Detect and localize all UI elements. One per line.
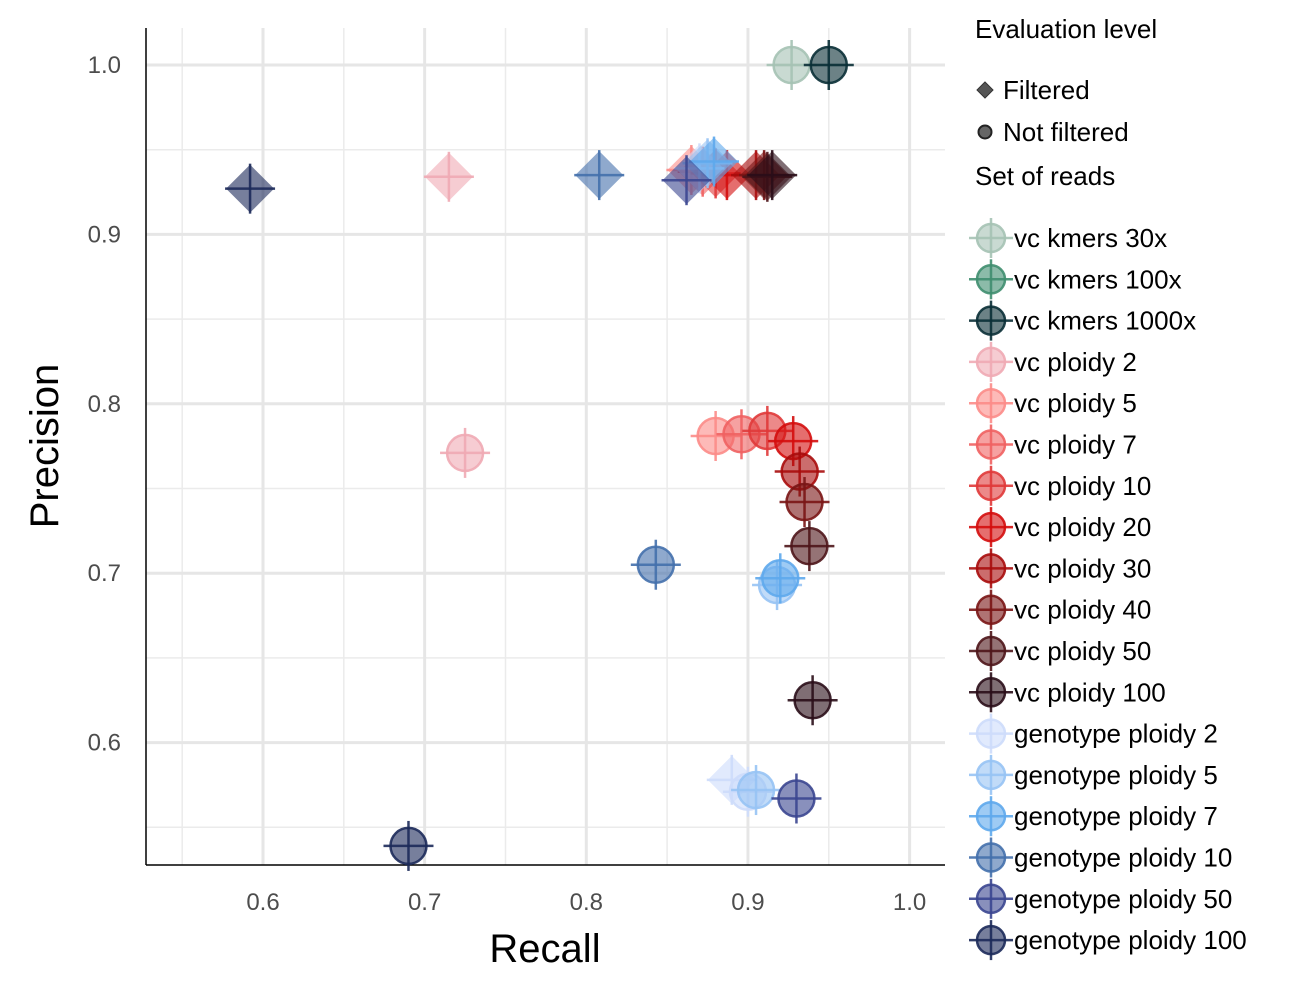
x-tick-label: 0.7 bbox=[408, 889, 441, 916]
data-point bbox=[423, 151, 474, 202]
legend-label-series: vc kmers 30x bbox=[1014, 223, 1167, 253]
legend-label-series: vc ploidy 30 bbox=[1014, 553, 1151, 583]
y-tick-label: 1.0 bbox=[88, 52, 121, 79]
x-tick-label: 0.8 bbox=[570, 889, 603, 916]
legend-circle-icon bbox=[977, 124, 993, 140]
y-tick-label: 0.9 bbox=[88, 221, 121, 248]
axes bbox=[145, 28, 945, 866]
data-point bbox=[755, 553, 806, 604]
legend-label-series: vc ploidy 100 bbox=[1014, 677, 1166, 707]
legend-label-series: vc ploidy 10 bbox=[1014, 471, 1151, 501]
legend-label-shape: Filtered bbox=[1003, 75, 1090, 105]
legend-label-series: vc kmers 1000x bbox=[1014, 306, 1196, 336]
legend-diamond-icon bbox=[976, 81, 994, 99]
legend: Evaluation level Set of reads Filtered No… bbox=[969, 14, 1247, 961]
data-point bbox=[747, 150, 798, 201]
data-point bbox=[787, 675, 838, 726]
data-point bbox=[731, 765, 782, 816]
data-points bbox=[225, 40, 854, 871]
data-point bbox=[803, 40, 854, 90]
y-tick-label: 0.7 bbox=[88, 560, 121, 587]
legend-label-series: genotype ploidy 7 bbox=[1014, 801, 1218, 831]
legend-label-shape: Not filtered bbox=[1003, 117, 1129, 147]
data-point bbox=[630, 539, 681, 590]
legend-entries: Filtered Not filtered vc kmers 30x vc kmers… bbox=[969, 75, 1247, 961]
data-point bbox=[784, 521, 835, 572]
x-tick-label: 0.9 bbox=[731, 889, 764, 916]
y-tick-label: 0.6 bbox=[88, 730, 121, 757]
tick-labels: 0.6 0.7 0.8 0.9 1.0 0.6 0.7 0.8 0.9 1.0 bbox=[88, 52, 927, 916]
x-tick-label: 1.0 bbox=[893, 889, 926, 916]
data-point bbox=[661, 155, 712, 206]
legend-label-series: vc ploidy 40 bbox=[1014, 595, 1151, 625]
legend-label-series: genotype ploidy 10 bbox=[1014, 843, 1232, 873]
data-point bbox=[383, 820, 434, 871]
legend-label-series: vc ploidy 2 bbox=[1014, 347, 1137, 377]
y-tick-label: 0.8 bbox=[88, 391, 121, 418]
data-point bbox=[771, 773, 822, 824]
data-point bbox=[779, 477, 830, 528]
grid bbox=[146, 28, 945, 865]
legend-label-series: genotype ploidy 100 bbox=[1014, 925, 1247, 955]
y-axis-title: Precision bbox=[23, 364, 67, 529]
shape-legend-title: Evaluation level bbox=[975, 14, 1157, 44]
data-point bbox=[440, 427, 491, 478]
x-tick-label: 0.6 bbox=[246, 889, 279, 916]
legend-label-series: genotype ploidy 2 bbox=[1014, 719, 1218, 749]
legend-label-series: vc ploidy 50 bbox=[1014, 636, 1151, 666]
legend-label-series: genotype ploidy 50 bbox=[1014, 884, 1232, 914]
x-axis-title: Recall bbox=[489, 927, 600, 971]
data-point bbox=[766, 40, 817, 90]
legend-label-series: vc ploidy 7 bbox=[1014, 430, 1137, 460]
legend-label-series: vc kmers 100x bbox=[1014, 264, 1182, 294]
color-legend-title: Set of reads bbox=[975, 161, 1115, 191]
data-point bbox=[225, 163, 276, 214]
legend-label-series: genotype ploidy 5 bbox=[1014, 760, 1218, 790]
legend-label-series: vc ploidy 5 bbox=[1014, 388, 1137, 418]
legend-label-series: vc ploidy 20 bbox=[1014, 512, 1151, 542]
data-point bbox=[574, 150, 625, 201]
